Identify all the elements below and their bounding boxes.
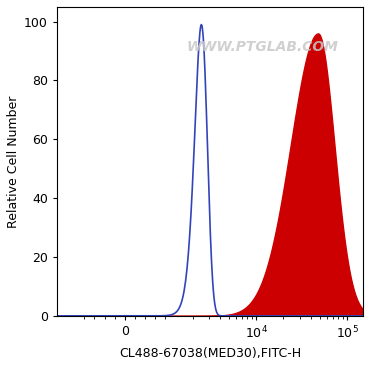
Y-axis label: Relative Cell Number: Relative Cell Number — [7, 95, 20, 228]
Text: WWW.PTGLAB.COM: WWW.PTGLAB.COM — [186, 40, 338, 54]
X-axis label: CL488-67038(MED30),FITC-H: CL488-67038(MED30),FITC-H — [119, 347, 301, 360]
